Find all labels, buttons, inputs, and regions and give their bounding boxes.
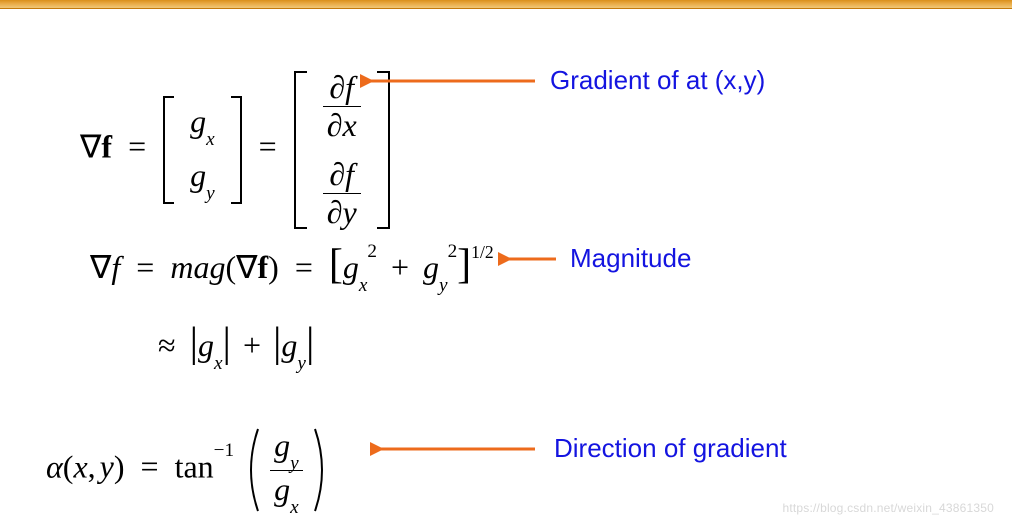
annotation-direction: Direction of gradient [554,433,787,464]
gx-gy-column: gx gy [184,96,221,204]
right-paren-big [311,425,331,515]
decorative-top-border [0,0,1012,9]
gy-over-gx-fraction: gy gx [270,427,303,513]
annotation-gradient: Gradient of at (x,y) [550,65,765,96]
equals-1b: = [251,128,285,164]
eq-direction: α(x,y) = tan−1 gy gx [46,425,331,515]
partial-derivs-column: ∂f ∂x ∂f ∂y [317,69,367,231]
watermark-text: https://blog.csdn.net/weixin_43861350 [782,501,994,515]
eq-magnitude: ∇f = mag(∇f) = [gx2 + gy2]1/2 [90,241,494,291]
left-bracket-1 [162,95,176,205]
eq-magnitude-approx: ≈ |gx| + |gy| [158,319,314,369]
annotation-magnitude: Magnitude [570,243,691,274]
left-paren-big [242,425,262,515]
arrow-to-gradient-label [360,69,540,93]
left-bracket-2 [293,70,309,230]
right-bracket-1 [229,95,243,205]
nabla-symbol: ∇ [80,128,101,164]
arrow-to-magnitude-label [498,247,560,271]
equals-1a: = [120,128,154,164]
right-bracket-2 [375,70,391,230]
mag-text: mag [170,249,225,285]
f-bold: f [101,128,112,164]
slide-body: ∇f = gx gy = ∂f ∂x ∂f ∂y Gradient of at … [0,9,1012,520]
eq-gradient-vector: ∇f = gx gy = ∂f ∂x ∂f ∂y [80,69,391,231]
tan-text: tan [175,448,214,484]
arrow-to-direction-label [370,437,540,461]
